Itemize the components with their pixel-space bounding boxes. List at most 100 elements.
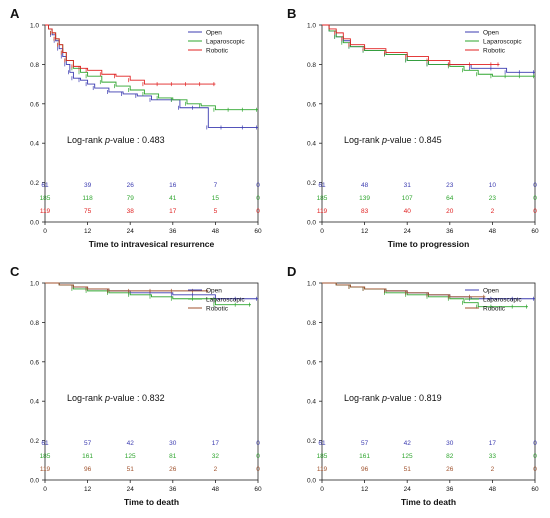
risk-table-cell-open: 0 [256, 182, 260, 189]
plot-frame [321, 24, 536, 223]
logrank-value: -value : 0.819 [387, 393, 442, 403]
risk-table-cell-open: 57 [84, 440, 92, 447]
risk-table-cell-robotic: 17 [169, 208, 177, 215]
risk-table-cell-laparoscopic: 0 [533, 453, 537, 460]
y-tick-label: 0.8 [307, 62, 316, 69]
risk-table-cell-open: 0 [533, 182, 537, 189]
panel-letter: B [287, 6, 296, 21]
risk-table-cell-laparoscopic: 185 [40, 453, 51, 460]
risk-table-cell-laparoscopic: 32 [212, 453, 220, 460]
x-tick-label: 48 [212, 486, 220, 493]
logrank-p: p [381, 393, 387, 403]
risk-table-cell-open: 26 [127, 182, 135, 189]
logrank-prefix: Log-rank [67, 135, 105, 145]
y-tick-label: 1.0 [30, 23, 39, 30]
risk-table-cell-robotic: 75 [84, 208, 92, 215]
y-tick-label: 0.6 [30, 359, 39, 366]
logrank-value: -value : 0.832 [110, 393, 165, 403]
logrank-prefix: Log-rank [344, 393, 382, 403]
x-tick-label: 36 [446, 486, 454, 493]
x-tick-label: 48 [489, 486, 497, 493]
logrank-annotation: Log-rank p-value : 0.845 [344, 135, 442, 145]
risk-table-cell-open: 61 [41, 182, 49, 189]
x-tick-label: 60 [254, 486, 262, 493]
risk-table-cell-robotic: 119 [40, 466, 51, 473]
y-tick-label: 0.8 [30, 62, 39, 69]
risk-table-cell-open: 42 [127, 440, 135, 447]
risk-table-cell-robotic: 20 [446, 208, 454, 215]
risk-table-cell-laparoscopic: 161 [359, 453, 370, 460]
risk-table-cell-laparoscopic: 33 [489, 453, 497, 460]
risk-table-cell-robotic: 2 [491, 208, 495, 215]
risk-table-cell-open: 7 [214, 182, 218, 189]
y-tick-label: 0.6 [30, 101, 39, 108]
y-tick-label: 1.0 [307, 23, 316, 30]
x-tick-label: 60 [254, 228, 262, 235]
risk-table-cell-laparoscopic: 185 [40, 195, 51, 202]
risk-table-cell-robotic: 0 [533, 208, 537, 215]
x-tick-label: 12 [84, 486, 92, 493]
x-tick-label: 24 [127, 228, 135, 235]
legend-label-robotic: Robotic [206, 306, 229, 313]
logrank-annotation: Log-rank p-value : 0.819 [344, 393, 442, 403]
plot-frame [44, 282, 259, 481]
plot-frame [321, 282, 536, 481]
risk-table-cell-robotic: 5 [214, 208, 218, 215]
risk-table-cell-robotic: 0 [533, 466, 537, 473]
risk-table-cell-laparoscopic: 64 [446, 195, 454, 202]
logrank-value: -value : 0.845 [387, 135, 442, 145]
risk-table-cell-open: 61 [318, 182, 326, 189]
risk-table-cell-robotic: 2 [214, 466, 218, 473]
risk-table-cell-robotic: 119 [40, 208, 51, 215]
risk-table-cell-open: 23 [446, 182, 454, 189]
risk-table-cell-robotic: 119 [317, 466, 328, 473]
logrank-prefix: Log-rank [344, 135, 382, 145]
legend-label-open: Open [206, 288, 222, 295]
y-tick-label: 0.4 [30, 141, 39, 148]
y-tick-label: 0.4 [30, 399, 39, 406]
x-tick-label: 0 [320, 228, 324, 235]
risk-table-cell-laparoscopic: 107 [402, 195, 413, 202]
x-tick-label: 48 [212, 228, 220, 235]
x-tick-label: 60 [531, 228, 539, 235]
legend-label-laparoscopic: Laparoscopic [483, 39, 522, 46]
risk-table-cell-laparoscopic: 125 [125, 453, 136, 460]
y-tick-label: 0.2 [307, 180, 316, 187]
risk-table-cell-laparoscopic: 0 [533, 195, 537, 202]
logrank-annotation: Log-rank p-value : 0.832 [67, 393, 165, 403]
y-tick-label: 0.8 [307, 320, 316, 327]
x-axis-label: Time to progression [388, 239, 470, 249]
risk-table-cell-open: 42 [404, 440, 412, 447]
risk-table-cell-robotic: 0 [256, 208, 260, 215]
legend-label-laparoscopic: Laparoscopic [483, 297, 522, 304]
x-tick-label: 0 [43, 228, 47, 235]
x-tick-label: 12 [361, 228, 369, 235]
x-axis-label: Time to death [401, 497, 456, 507]
risk-table-cell-laparoscopic: 15 [212, 195, 220, 202]
y-tick-label: 0.2 [307, 438, 316, 445]
x-axis-label: Time to intravesical resurrence [89, 239, 215, 249]
risk-table-cell-laparoscopic: 81 [169, 453, 177, 460]
x-tick-label: 24 [127, 486, 135, 493]
risk-table-cell-open: 39 [84, 182, 92, 189]
risk-table-cell-robotic: 0 [256, 466, 260, 473]
risk-table-cell-laparoscopic: 41 [169, 195, 177, 202]
km-curve-robotic [322, 282, 486, 298]
x-tick-label: 12 [84, 228, 92, 235]
km-panel-c: C 0.0 0.2 0.4 0.6 0.8 1.0 0 12 24 36 48 60 Time to de… [10, 264, 262, 507]
risk-table-cell-robotic: 40 [404, 208, 412, 215]
y-tick-label: 1.0 [307, 281, 316, 288]
risk-table-cell-laparoscopic: 23 [489, 195, 497, 202]
risk-table-cell-robotic: 119 [317, 208, 328, 215]
y-tick-label: 0.0 [30, 478, 39, 485]
x-tick-label: 24 [404, 228, 412, 235]
logrank-p: p [104, 135, 110, 145]
x-axis-label: Time to death [124, 497, 179, 507]
y-tick-label: 0.2 [30, 180, 39, 187]
risk-table-cell-open: 17 [489, 440, 497, 447]
risk-table-cell-laparoscopic: 118 [82, 195, 93, 202]
km-curve-robotic [45, 282, 209, 292]
risk-table-cell-open: 31 [404, 182, 412, 189]
logrank-p: p [381, 135, 387, 145]
